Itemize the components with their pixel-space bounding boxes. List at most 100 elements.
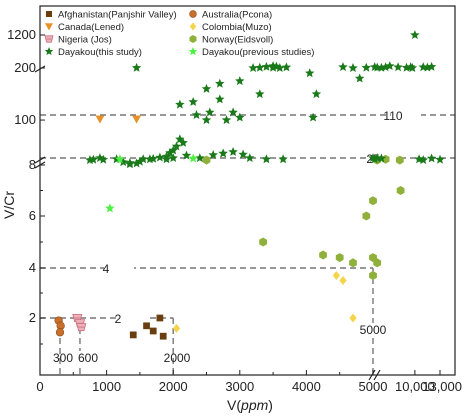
y-tick-label: 200: [14, 60, 36, 75]
data-point: [349, 258, 357, 268]
data-point: [275, 63, 285, 72]
data-point: [339, 276, 347, 285]
reference-label-bg: [61, 351, 91, 365]
y-tick-label: 2: [29, 310, 36, 325]
data-point: [168, 153, 178, 162]
data-point: [255, 62, 265, 72]
data-point: [238, 149, 248, 159]
legend-entry: Norway(Eidsvoll): [202, 35, 273, 46]
y-tick-label: 4: [29, 260, 36, 275]
x-tick-label: 4000: [292, 379, 321, 394]
data-point: [125, 159, 135, 169]
data-point: [215, 78, 225, 88]
data-point: [202, 155, 211, 165]
reference-label: 5000: [360, 323, 387, 337]
data-point: [188, 97, 198, 106]
series-2: [95, 115, 142, 124]
data-point: [410, 30, 420, 39]
x-tick-label: 3000: [225, 379, 254, 394]
data-point: [332, 271, 340, 280]
data-point: [191, 110, 202, 119]
data-point: [205, 107, 215, 117]
series-4: [72, 314, 87, 332]
data-point: [261, 154, 272, 164]
x-axis-break: [368, 369, 381, 381]
legend-marker: [46, 11, 52, 17]
data-point: [178, 137, 188, 147]
data-point: [373, 258, 382, 268]
data-point: [355, 73, 365, 83]
data-point: [348, 63, 358, 72]
data-point: [235, 76, 245, 86]
data-point: [143, 322, 150, 330]
legend-entry: Afghanistan(Panjshir Valley): [58, 10, 177, 21]
data-point: [281, 62, 292, 72]
legend-marker: [188, 47, 198, 56]
data-points: [54, 30, 445, 340]
legend-entry: Dayakou(previous studies): [202, 47, 314, 58]
data-point: [95, 153, 105, 162]
series-1: [54, 316, 65, 337]
data-point: [228, 107, 238, 117]
data-point: [188, 153, 198, 163]
data-point: [201, 83, 212, 93]
data-point: [132, 115, 142, 124]
y-axis-title: V/Cr: [1, 191, 17, 219]
series-0: [129, 314, 167, 340]
plot-frame: [39, 5, 456, 376]
data-point: [155, 152, 165, 162]
data-point: [235, 112, 245, 122]
data-point: [172, 323, 181, 333]
data-point: [215, 94, 225, 104]
legend-entry: Australia(Pcona): [202, 10, 272, 21]
legend: Afghanistan(Panjshir Valley)Canada(Lened…: [44, 10, 314, 58]
data-point: [369, 196, 377, 206]
data-point: [255, 89, 265, 99]
data-point: [319, 250, 327, 260]
data-point: [361, 62, 371, 72]
y-tick-label: 8: [29, 157, 36, 172]
data-point: [159, 332, 167, 340]
data-point: [395, 155, 404, 165]
data-point: [393, 62, 403, 72]
legend-entry: Colombia(Muzo): [202, 22, 272, 33]
x-tick-label: 1000: [92, 379, 121, 394]
data-point: [131, 62, 142, 72]
x-tick-label: 0: [36, 379, 43, 394]
x-axis-title: V(ppm): [227, 397, 273, 413]
data-point: [131, 158, 142, 168]
data-point: [385, 61, 395, 70]
series-3: [172, 271, 357, 333]
reference-label: 600: [78, 351, 98, 365]
data-point: [95, 115, 105, 124]
reference-label: 2: [115, 312, 122, 326]
data-point: [376, 153, 387, 163]
data-point: [181, 150, 192, 160]
reference-label: 4: [103, 262, 110, 276]
data-point: [370, 154, 380, 164]
reference-label-bg: [175, 351, 205, 365]
x-tick-label: 10,000: [395, 379, 435, 394]
series-6: [85, 30, 445, 169]
data-point: [268, 62, 278, 72]
legend-entry: Canada(Lened): [58, 22, 124, 33]
x-tick-label: 2000: [159, 379, 188, 394]
data-point: [138, 154, 148, 164]
data-point: [218, 148, 228, 158]
x-tick-label: 13,000: [422, 379, 462, 394]
reference-label-bg: [104, 262, 134, 276]
legend-marker: [189, 10, 197, 18]
data-point: [161, 154, 172, 164]
data-point: [149, 327, 157, 335]
reference-label-bg: [391, 109, 421, 123]
legend-marker: [45, 23, 53, 31]
data-point: [278, 154, 288, 164]
legend-marker: [44, 47, 54, 56]
data-point: [156, 314, 164, 322]
data-point: [168, 145, 178, 155]
data-point: [426, 61, 437, 71]
reference-lines: 110254500023006002000: [40, 109, 455, 375]
data-point: [245, 153, 255, 162]
data-point: [105, 203, 115, 213]
